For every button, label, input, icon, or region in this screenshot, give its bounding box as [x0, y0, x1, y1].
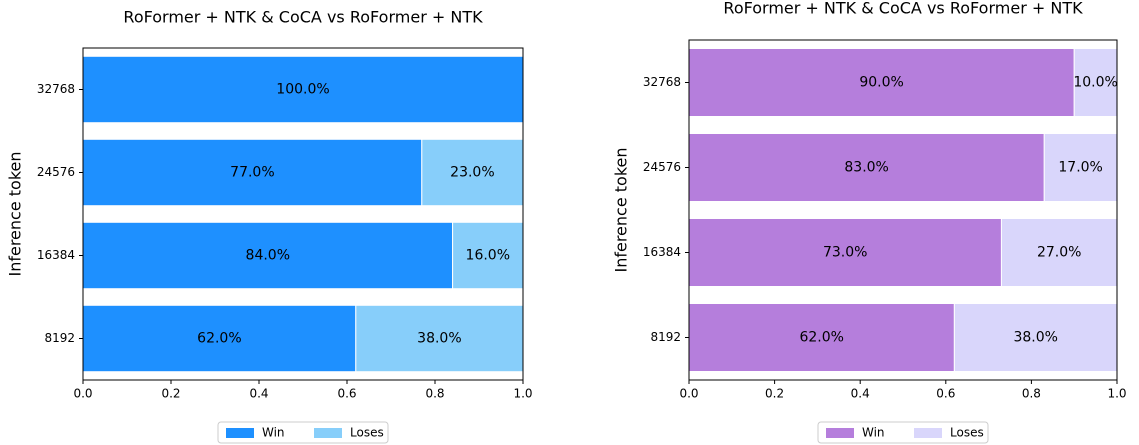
legend-label: Loses: [350, 426, 384, 440]
bar-segment: [421, 138, 524, 207]
value-label: 84.0%: [246, 248, 290, 264]
y-tick-label: 16384: [643, 245, 681, 259]
bar-segment: [688, 218, 1002, 287]
x-tick-label: 0.2: [161, 387, 180, 401]
bar-segment: [82, 138, 423, 207]
bar-segment: [688, 303, 955, 372]
y-axis-label: Inference token: [6, 151, 25, 276]
y-tick-label: 24576: [37, 165, 75, 179]
value-label: 10.0%: [1073, 75, 1117, 91]
bar-segment: [355, 304, 524, 373]
value-label: 62.0%: [197, 331, 241, 347]
x-tick-label: 0.6: [936, 387, 955, 401]
value-label: 16.0%: [466, 248, 510, 264]
value-label: 62.0%: [799, 330, 843, 346]
bar-segment: [82, 55, 524, 124]
legend-box: [817, 421, 989, 444]
bar-segment: [1043, 133, 1118, 202]
y-tick-label: 24576: [643, 160, 681, 174]
value-label: 73.0%: [823, 245, 867, 261]
legend-swatch: [826, 428, 854, 438]
legend-label: Win: [262, 426, 285, 440]
x-tick-label: 0.2: [765, 387, 784, 401]
y-tick-label: 16384: [37, 248, 75, 262]
y-tick-label: 32768: [37, 82, 75, 96]
legend-label: Win: [862, 426, 885, 440]
plot-frame: [82, 47, 524, 381]
value-label: 77.0%: [230, 165, 274, 181]
x-tick-label: 1.0: [513, 387, 532, 401]
value-label: 38.0%: [1013, 330, 1057, 346]
value-label: 100.0%: [276, 82, 329, 98]
legend-swatch: [914, 428, 942, 438]
y-tick-label: 8192: [44, 331, 75, 345]
x-tick-label: 0.8: [425, 387, 444, 401]
bar-segment: [1000, 218, 1118, 287]
value-label: 23.0%: [450, 165, 494, 181]
legend-swatch: [314, 428, 342, 438]
bar-segment: [953, 303, 1118, 372]
x-tick-label: 1.0: [1107, 387, 1126, 401]
chart-title: RoFormer + NTK & CoCA vs RoFormer + NTK: [123, 8, 483, 27]
legend-swatch: [226, 428, 254, 438]
bar-segment: [688, 48, 1075, 117]
bar-segment: [82, 304, 357, 373]
legend-box: [217, 421, 389, 444]
y-tick-label: 32768: [643, 75, 681, 89]
x-tick-label: 0.0: [73, 387, 92, 401]
value-label: 38.0%: [417, 331, 461, 347]
value-label: 90.0%: [859, 75, 903, 91]
y-tick-label: 8192: [650, 330, 681, 344]
value-label: 17.0%: [1058, 160, 1102, 176]
bar-segment: [452, 221, 524, 290]
x-tick-label: 0.6: [337, 387, 356, 401]
x-tick-label: 0.8: [1022, 387, 1041, 401]
x-tick-label: 0.0: [679, 387, 698, 401]
chart-title: RoFormer + NTK & CoCA vs RoFormer + NTK: [723, 0, 1083, 18]
value-label: 27.0%: [1037, 245, 1081, 261]
x-tick-label: 0.4: [249, 387, 268, 401]
legend-label: Loses: [950, 426, 984, 440]
x-tick-label: 0.4: [851, 387, 870, 401]
plot-frame: [688, 39, 1118, 381]
bar-segment: [1073, 48, 1118, 117]
y-axis-label: Inference token: [612, 147, 631, 272]
value-label: 83.0%: [844, 160, 888, 176]
